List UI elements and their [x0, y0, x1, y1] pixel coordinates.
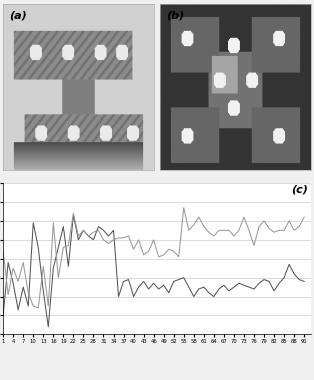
- Co-evolution: [192, 222, 196, 227]
- Controller: [302, 279, 306, 284]
- Co-evolution: [67, 243, 70, 248]
- Co-evolution: [182, 205, 186, 210]
- Controller: [117, 294, 121, 299]
- Line: Controller: Controller: [3, 215, 304, 327]
- Text: (b): (b): [166, 11, 184, 21]
- Controller: [72, 213, 75, 217]
- Line: Co-evolution: Co-evolution: [3, 207, 304, 308]
- Co-evolution: [112, 238, 116, 242]
- Controller: [46, 325, 50, 329]
- Co-evolution: [77, 234, 80, 238]
- Controller: [82, 228, 85, 233]
- Controller: [172, 279, 176, 284]
- Co-evolution: [167, 247, 171, 252]
- Text: (c): (c): [291, 185, 308, 195]
- Co-evolution: [36, 306, 40, 310]
- Controller: [192, 294, 196, 299]
- Controller: [272, 288, 276, 293]
- Controller: [1, 313, 5, 318]
- Text: (a): (a): [9, 11, 27, 21]
- Controller: [67, 264, 70, 269]
- Co-evolution: [272, 230, 276, 234]
- Co-evolution: [1, 249, 5, 253]
- Co-evolution: [302, 215, 306, 219]
